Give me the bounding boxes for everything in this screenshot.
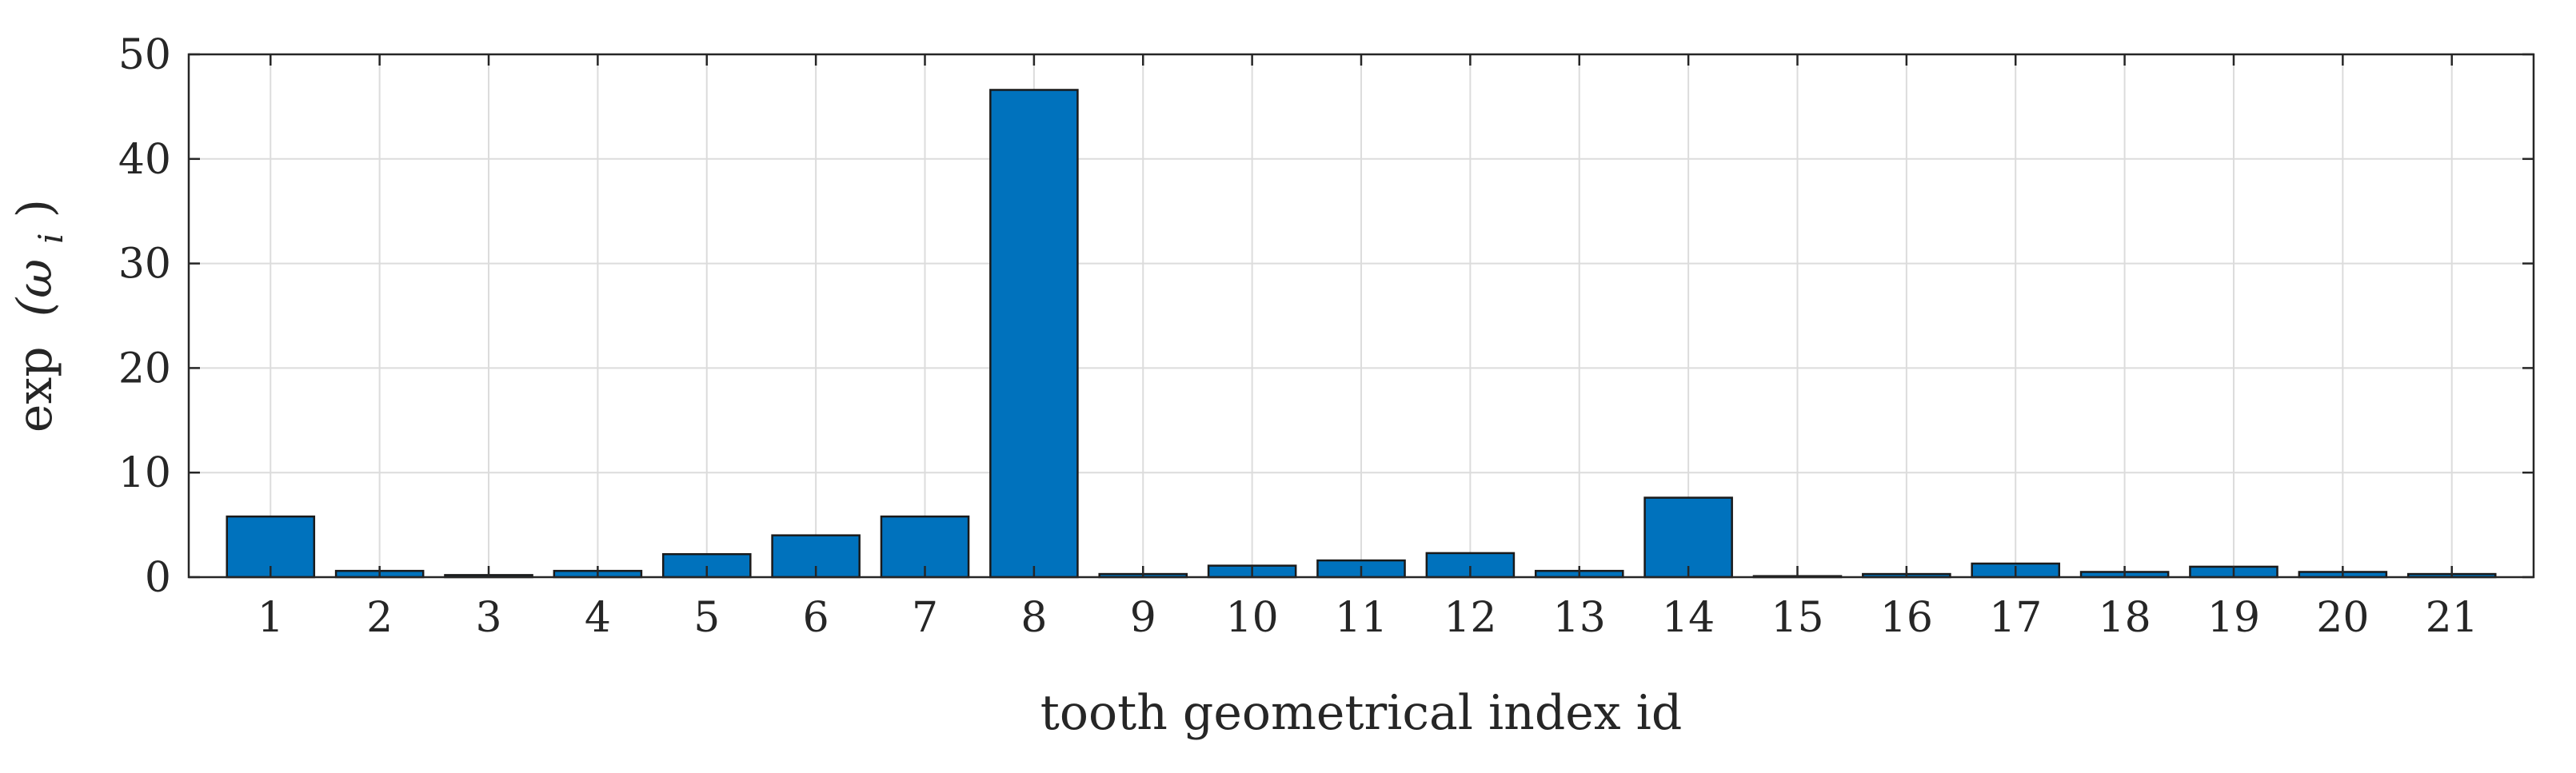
y-axis-label-close: ) [7,199,63,217]
y-tick-label: 10 [118,449,171,497]
x-tick-label: 9 [1130,594,1156,642]
x-tick-label: 2 [366,594,393,642]
y-axis-label-base: exp [7,346,63,432]
x-tick-label: 6 [803,594,829,642]
y-tick-label: 50 [118,31,171,79]
x-tick-label: 17 [1989,594,2042,642]
x-tick-label: 5 [693,594,720,642]
x-tick-label: 11 [1335,594,1388,642]
y-tick-label: 40 [118,136,171,184]
x-tick-label: 12 [1444,594,1496,642]
labels-layer: 1 2 3 4 5 6 7 8 9 10 11 12 13 14 15 16 17 18 19 20 210102030… [118,31,2478,642]
y-tick-label: 0 [145,554,171,602]
x-tick-label: 20 [2316,594,2369,642]
x-tick-label: 15 [1771,594,1823,642]
x-tick-label: 7 [912,594,938,642]
x-tick-label: 13 [1553,594,1606,642]
x-tick-label: 19 [2207,594,2260,642]
y-tick-label: 30 [118,241,171,289]
x-tick-label: 10 [1226,594,1279,642]
x-tick-label: 8 [1020,594,1047,642]
x-tick-label: 4 [585,594,611,642]
bar-8 [989,89,1079,579]
y-axis-label-paren: (ω [7,259,63,317]
y-axis-label: exp (ω i ) [7,199,74,432]
x-tick-label: 14 [1662,594,1715,642]
grid-layer [189,54,2534,577]
x-axis-label: tooth geometrical index id [1040,685,1683,741]
bar-14 [1643,496,1733,579]
x-tick-label: 16 [1880,594,1933,642]
x-tick-label: 3 [475,594,501,642]
x-tick-label: 21 [2426,594,2478,642]
x-tick-label: 1 [258,594,284,642]
y-tick-label: 20 [118,345,171,392]
x-tick-label: 18 [2099,594,2151,642]
y-axis-label-sub: i [31,233,70,243]
ticks-layer [189,53,2534,579]
